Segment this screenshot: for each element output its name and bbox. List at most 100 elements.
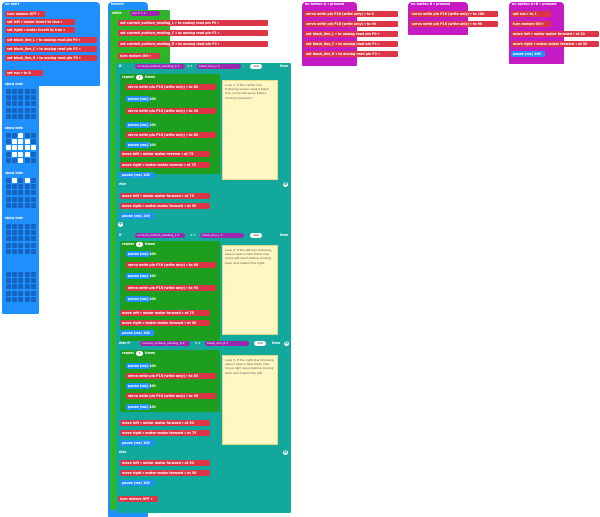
motor-row-2a[interactable]: move left ▾ motor motor forward ▾ at 75: [120, 310, 210, 316]
on-start-row-2[interactable]: set left ▾ motor invert to true ▾: [5, 19, 75, 25]
led-cell[interactable]: [24, 190, 30, 196]
led-cell[interactable]: [30, 113, 36, 119]
on-start-row-7[interactable]: set run ▾ to 0: [5, 70, 43, 76]
led-cell[interactable]: [6, 151, 11, 157]
button-b-row-2[interactable]: servo write pin P16 (write only) ▾ to 90: [410, 21, 498, 27]
led-cell[interactable]: [12, 184, 18, 190]
led-cell[interactable]: [24, 151, 30, 157]
led-cell[interactable]: [30, 290, 36, 296]
led-cell[interactable]: [18, 151, 24, 157]
led-cell[interactable]: [24, 184, 30, 190]
led-cell[interactable]: [30, 107, 36, 113]
motor-row-3b[interactable]: move right ▾ motor motor forward ▾ at 75: [120, 430, 210, 436]
led-cell[interactable]: [24, 290, 30, 296]
on-start-row-5[interactable]: set black_line_C ▾ to analog read pin P1…: [5, 46, 97, 52]
led-cell[interactable]: [6, 184, 11, 190]
led-cell[interactable]: [18, 224, 24, 229]
button-a-row-1[interactable]: servo write pin P16 (write only) ▾ to 0: [304, 11, 398, 17]
else-row-1b[interactable]: move right ▾ motor motor forward ▾ at 50: [120, 203, 210, 209]
led-cell[interactable]: [30, 178, 36, 183]
repeat-block-3[interactable]: [120, 350, 220, 412]
led-cell[interactable]: [24, 230, 30, 236]
cond2-right[interactable]: black_line_L ▾: [200, 233, 244, 238]
turn-motors-off[interactable]: turn motors OFF ▾: [118, 496, 158, 502]
led-cell[interactable]: [12, 113, 18, 119]
motor-pause-1[interactable]: pause (ms) 100: [120, 172, 154, 178]
on-start-row-6[interactable]: set black_line_R ▾ to analog read pin P2…: [5, 55, 97, 61]
led-cell[interactable]: [12, 242, 18, 248]
button-a-row-3[interactable]: set black_line_L ▾ to analog read pin P0…: [304, 31, 398, 37]
led-cell[interactable]: [12, 145, 18, 151]
cond3-value[interactable]: 100: [254, 341, 266, 346]
led-cell[interactable]: [6, 284, 11, 290]
led-cell[interactable]: [30, 101, 36, 107]
led-cell[interactable]: [24, 107, 30, 113]
led-cell[interactable]: [6, 236, 11, 242]
led-cell[interactable]: [6, 296, 11, 302]
led-cell[interactable]: [12, 290, 18, 296]
led-cell[interactable]: [18, 157, 24, 163]
led-cell[interactable]: [24, 196, 30, 202]
button-b-row-1[interactable]: servo write pin P16 (write only) ▾ to 18…: [410, 11, 498, 17]
on-start-row-1[interactable]: turn motors OFF ▾: [5, 11, 45, 17]
button-a-row-4[interactable]: set black_line_C ▾ to analog read pin P1…: [304, 41, 398, 47]
led-cell[interactable]: [30, 196, 36, 202]
cond2-left[interactable]: current_surface_reading_L ▾: [135, 233, 185, 238]
led-cell[interactable]: [12, 202, 18, 208]
button-ab-row-1[interactable]: set run ▾ to 1: [511, 11, 551, 17]
cond1-left[interactable]: current_surface_reading_C ▾: [135, 64, 185, 69]
comment-note-3[interactable]: Loop 3: If the right line following sens…: [222, 355, 278, 445]
led-cell[interactable]: [30, 248, 36, 254]
led-cell[interactable]: [12, 95, 18, 101]
led-cell[interactable]: [30, 133, 36, 138]
led-cell[interactable]: [12, 236, 18, 242]
led-cell[interactable]: [6, 113, 11, 119]
cond1-right[interactable]: black_line_C ▾: [197, 64, 241, 69]
on-start-row-4[interactable]: set black_line_L ▾ to analog read pin P0…: [5, 37, 97, 43]
led-cell[interactable]: [12, 101, 18, 107]
led-cell[interactable]: [30, 224, 36, 229]
servo-row-1c[interactable]: servo write pin P16 (write only) ▾ to 80: [126, 132, 216, 138]
led-cell[interactable]: [6, 242, 11, 248]
led-cell[interactable]: [18, 202, 24, 208]
led-cell[interactable]: [18, 190, 24, 196]
comment-note-1[interactable]: Loop 1: If the center line following sen…: [222, 80, 278, 180]
led-cell[interactable]: [6, 139, 11, 145]
led-cell[interactable]: [30, 242, 36, 248]
led-cell[interactable]: [12, 107, 18, 113]
led-cell[interactable]: [18, 145, 24, 151]
led-cell[interactable]: [18, 272, 24, 277]
led-cell[interactable]: [12, 196, 18, 202]
led-cell[interactable]: [18, 290, 24, 296]
on-start-row-3[interactable]: set right ▾ motor invert to true ▾: [5, 27, 75, 33]
led-cell[interactable]: [24, 133, 30, 138]
pause-row-1b[interactable]: pause (ms) 100: [126, 122, 156, 128]
servo-row-1a[interactable]: servo write pin P16 (write only) ▾ to 80: [126, 84, 216, 90]
led-cell[interactable]: [6, 272, 11, 277]
led-cell[interactable]: [6, 278, 11, 284]
led-cell[interactable]: [30, 95, 36, 101]
pause-row-2c[interactable]: pause (ms) 100: [126, 296, 156, 302]
led-cell[interactable]: [12, 178, 18, 183]
led-cell[interactable]: [12, 284, 18, 290]
pause-row-3b[interactable]: pause (ms) 100: [126, 383, 156, 389]
led-cell[interactable]: [12, 230, 18, 236]
pause-row-3a[interactable]: pause (ms) 100: [126, 363, 156, 369]
led-grid-1[interactable]: [6, 89, 36, 119]
led-cell[interactable]: [24, 178, 30, 183]
led-cell[interactable]: [18, 184, 24, 190]
led-cell[interactable]: [24, 278, 30, 284]
led-cell[interactable]: [30, 272, 36, 277]
cond2-value[interactable]: 100: [250, 233, 262, 238]
turn-motors-on[interactable]: turn motors ON ▾: [118, 53, 160, 59]
motor-row-1b[interactable]: move right ▾ motor motor reverse ▾ at 75: [120, 162, 210, 168]
expand-icon-1[interactable]: ⊕: [283, 181, 288, 187]
motor-pause-3[interactable]: pause (ms) 100: [120, 440, 154, 446]
led-cell[interactable]: [30, 145, 36, 151]
led-cell[interactable]: [24, 157, 30, 163]
button-b-block[interactable]: [408, 2, 468, 35]
led-cell[interactable]: [12, 272, 18, 277]
led-cell[interactable]: [18, 236, 24, 242]
repeat-count-2[interactable]: 2: [136, 242, 143, 247]
led-cell[interactable]: [6, 290, 11, 296]
